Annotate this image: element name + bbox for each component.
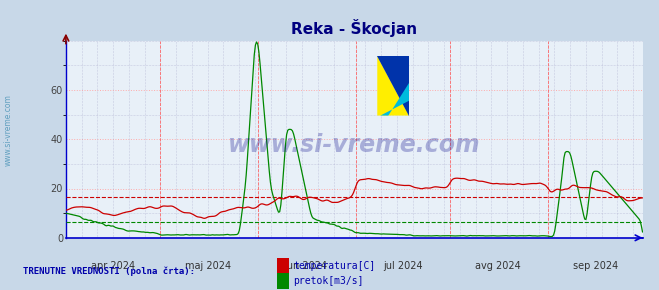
- Text: jun 2024: jun 2024: [284, 261, 327, 271]
- Text: www.si-vreme.com: www.si-vreme.com: [228, 133, 480, 157]
- Text: sep 2024: sep 2024: [573, 261, 618, 271]
- Polygon shape: [380, 83, 409, 115]
- Polygon shape: [378, 56, 409, 115]
- Text: maj 2024: maj 2024: [185, 261, 231, 271]
- Text: avg 2024: avg 2024: [474, 261, 521, 271]
- Title: Reka - Škocjan: Reka - Škocjan: [291, 19, 417, 37]
- Text: jul 2024: jul 2024: [384, 261, 423, 271]
- Text: temperatura[C]: temperatura[C]: [293, 261, 376, 271]
- Text: apr 2024: apr 2024: [91, 261, 135, 271]
- Text: www.si-vreme.com: www.si-vreme.com: [3, 95, 13, 166]
- Text: pretok[m3/s]: pretok[m3/s]: [293, 276, 364, 286]
- Text: TRENUTNE VREDNOSTI (polna črta):: TRENUTNE VREDNOSTI (polna črta):: [23, 267, 195, 276]
- Polygon shape: [378, 56, 409, 115]
